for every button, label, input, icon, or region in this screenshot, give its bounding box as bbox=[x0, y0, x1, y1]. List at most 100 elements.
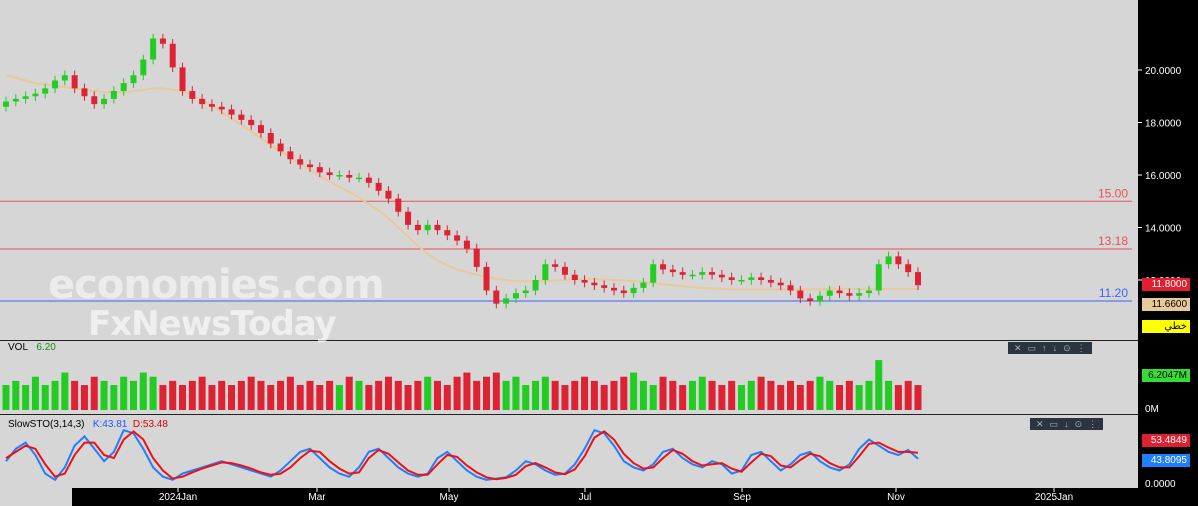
candle bbox=[159, 38, 166, 44]
volume-bar bbox=[747, 380, 755, 410]
candle bbox=[91, 96, 98, 105]
volume-bar bbox=[639, 380, 647, 410]
stoch-k-label: K:43.81 bbox=[92, 419, 128, 430]
candle bbox=[630, 287, 637, 294]
candle bbox=[405, 211, 412, 225]
volume-bar bbox=[355, 380, 363, 410]
volume-bar bbox=[120, 376, 128, 410]
volume-bar bbox=[365, 385, 373, 410]
candle bbox=[356, 177, 363, 180]
time-tick-label: 2024Jan bbox=[159, 492, 197, 503]
close-icon[interactable]: ✕ bbox=[1014, 343, 1022, 353]
candle bbox=[140, 59, 147, 76]
volume-bar bbox=[277, 380, 285, 410]
price-tick-label: 18.0000 bbox=[1145, 119, 1182, 130]
volume-bar bbox=[375, 380, 383, 410]
candle bbox=[512, 293, 519, 299]
volume-bar bbox=[630, 372, 638, 410]
candle bbox=[454, 235, 461, 241]
volume-bar bbox=[228, 385, 236, 410]
stoch-zero-tick: 0.0000 bbox=[1145, 479, 1176, 490]
volume-bar bbox=[885, 380, 893, 410]
candle bbox=[522, 290, 529, 294]
volume-bar bbox=[541, 376, 549, 410]
volume-bar bbox=[561, 385, 569, 410]
volume-bar bbox=[208, 385, 216, 410]
candle bbox=[71, 75, 78, 89]
volume-bar bbox=[129, 380, 137, 410]
volume-bar bbox=[247, 376, 255, 410]
candle bbox=[611, 287, 617, 291]
volume-bar bbox=[904, 380, 912, 410]
volume-bar bbox=[237, 380, 245, 410]
candle bbox=[52, 80, 59, 89]
candle bbox=[699, 272, 706, 275]
window-icon[interactable]: ▭ bbox=[1049, 419, 1059, 429]
close-icon[interactable]: ✕ bbox=[1036, 419, 1044, 429]
candle bbox=[689, 274, 696, 277]
candle bbox=[542, 264, 549, 280]
volume-bar bbox=[51, 380, 59, 410]
volume-bar bbox=[708, 380, 716, 410]
volume-bar bbox=[737, 385, 745, 410]
watermark-brand: economies.com bbox=[48, 262, 385, 308]
settings-icon[interactable]: ⊙ bbox=[1074, 419, 1083, 429]
candle bbox=[718, 274, 725, 278]
candle bbox=[885, 256, 892, 265]
candle bbox=[748, 277, 755, 280]
candle bbox=[875, 264, 882, 291]
settings-icon[interactable]: ⊙ bbox=[1063, 343, 1071, 353]
volume-bar bbox=[414, 380, 422, 410]
volume-label: VOL 6.20 bbox=[8, 342, 56, 353]
volume-bar bbox=[669, 380, 677, 410]
candle bbox=[169, 43, 176, 68]
candle bbox=[307, 164, 313, 168]
time-tick-label: Jul bbox=[579, 492, 592, 503]
volume-bar bbox=[433, 380, 441, 410]
candle bbox=[257, 125, 264, 133]
candle bbox=[571, 274, 578, 280]
candle bbox=[846, 293, 853, 296]
window-icon[interactable]: ▭ bbox=[1027, 343, 1037, 353]
volume-bar bbox=[384, 376, 392, 410]
stoch-d-label: D:53.48 bbox=[132, 419, 168, 430]
volume-bar bbox=[463, 372, 471, 410]
menu-icon[interactable]: ⋮ bbox=[1076, 343, 1086, 353]
volume-bar bbox=[796, 385, 804, 410]
down-arrow-icon[interactable]: ↓ bbox=[1052, 343, 1058, 353]
volume-tag: 6.2047M bbox=[1142, 369, 1190, 382]
candle bbox=[120, 83, 127, 91]
ma-price-tag: 11.6600 bbox=[1142, 298, 1190, 311]
candle bbox=[816, 295, 823, 301]
candle bbox=[915, 272, 921, 286]
candle bbox=[552, 264, 559, 267]
time-tick-label: Sep bbox=[733, 492, 751, 503]
menu-icon[interactable]: ⋮ bbox=[1088, 419, 1098, 429]
candle bbox=[836, 290, 843, 294]
watermark-sub: FxNewsToday bbox=[88, 304, 337, 344]
volume-bar bbox=[326, 380, 334, 410]
candle bbox=[326, 172, 333, 175]
volume-value: 6.20 bbox=[36, 342, 56, 353]
candle bbox=[865, 290, 872, 294]
volume-bar bbox=[179, 385, 187, 410]
stoch-k-line bbox=[5, 428, 919, 482]
volume-bar bbox=[188, 380, 196, 410]
candle bbox=[640, 282, 647, 288]
candle bbox=[336, 175, 343, 177]
moving-average-line bbox=[5, 74, 918, 291]
up-arrow-icon[interactable]: ↑ bbox=[1042, 343, 1047, 353]
candle bbox=[218, 106, 225, 110]
volume-bar bbox=[443, 385, 451, 410]
price-axis[interactable] bbox=[1138, 0, 1198, 506]
candle bbox=[591, 282, 598, 286]
candle bbox=[679, 272, 686, 275]
down-arrow-icon[interactable]: ↓ bbox=[1064, 419, 1069, 429]
volume-bar bbox=[688, 380, 696, 410]
volume-bar bbox=[169, 380, 177, 410]
volume-bar bbox=[728, 380, 736, 410]
chart-area[interactable] bbox=[0, 0, 1138, 506]
time-axis[interactable] bbox=[72, 488, 1138, 506]
candle bbox=[365, 177, 372, 183]
